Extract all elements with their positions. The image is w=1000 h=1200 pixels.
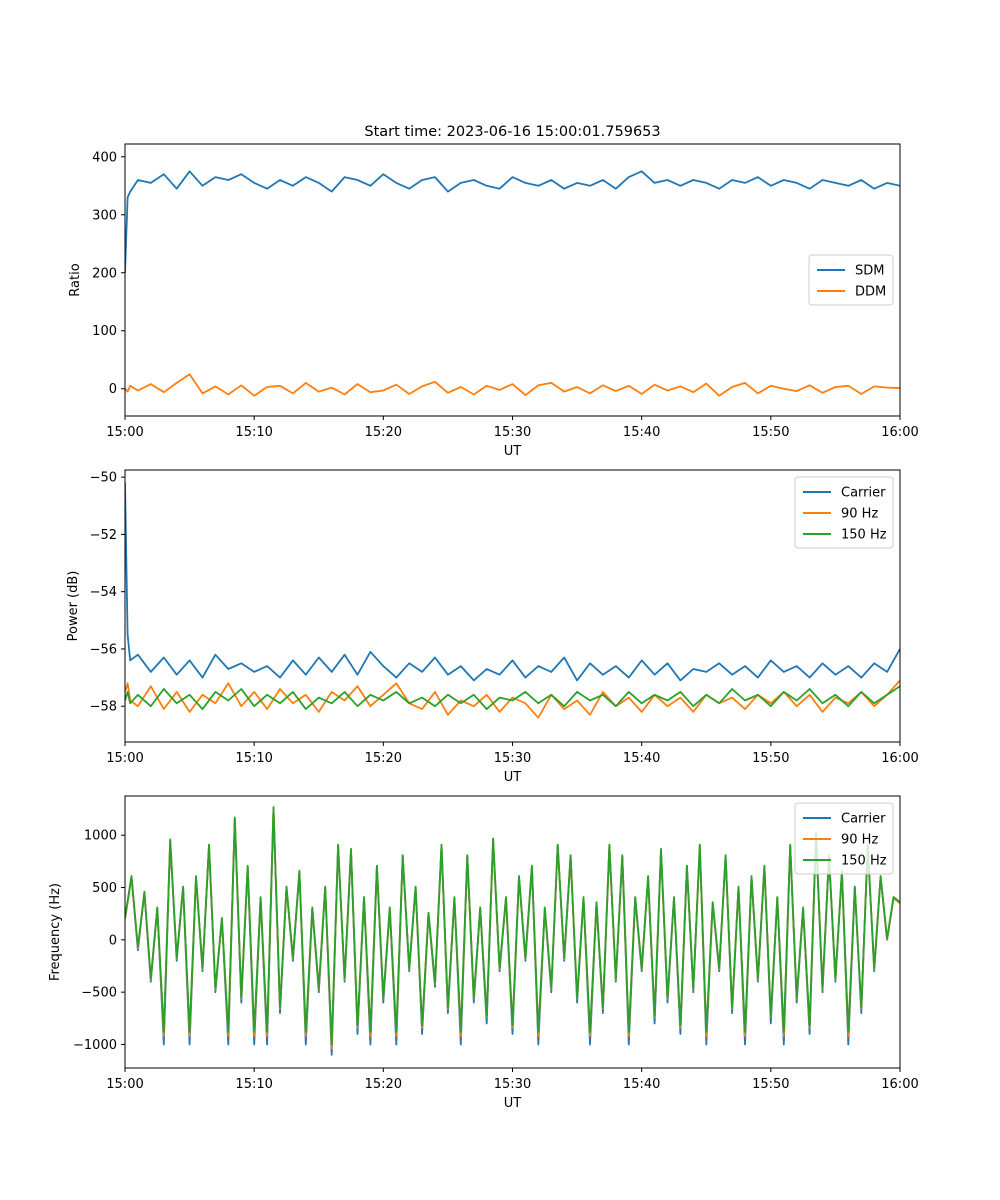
series-group	[125, 806, 900, 1056]
series-line-ddm	[125, 373, 900, 397]
panel-1: 15:00 15:10 15:20 15:30 15:40 15:50 16:00 400 30…	[68, 143, 919, 459]
x-tick-label: 15:00	[106, 425, 143, 440]
x-tick-label: 15:10	[235, 751, 272, 766]
y-tick-label: −1000	[73, 1038, 117, 1053]
x-axis-label: UT	[504, 1096, 522, 1111]
legend-label: SDM	[855, 264, 884, 279]
x-tick-label: 15:50	[752, 425, 789, 440]
legend-label: Carrier	[841, 812, 886, 827]
panel-3: 15:00 15:10 15:20 15:30 15:40 15:50 16:00 1000 5…	[48, 795, 919, 1111]
legend: SDM DDM	[808, 254, 894, 306]
legend-box	[794, 476, 894, 549]
panels: 15:00 15:10 15:20 15:30 15:40 15:50 16:00 400 30…	[48, 143, 919, 1111]
x-axis-label: UT	[504, 770, 522, 785]
x-tick-label: 16:00	[881, 751, 918, 766]
legend: Carrier 90 Hz 150 Hz	[794, 802, 894, 875]
x-tick-label: 15:10	[235, 1077, 272, 1092]
series-line-90-hz	[125, 807, 900, 1050]
x-tick-label: 15:40	[623, 425, 660, 440]
legend-label: 90 Hz	[841, 507, 878, 522]
y-tick-label: 300	[92, 208, 117, 223]
x-tick-label: 15:30	[494, 1077, 531, 1092]
legend: Carrier 90 Hz 150 Hz	[794, 476, 894, 549]
x-tick-label: 15:00	[106, 1077, 143, 1092]
series-group	[125, 170, 900, 397]
x-tick-label: 15:20	[365, 751, 402, 766]
x-tick-label: 15:20	[365, 425, 402, 440]
series-line-carrier	[125, 808, 900, 1056]
series-line-sdm	[125, 170, 900, 273]
y-tick-label: 500	[92, 881, 117, 896]
x-axis-label: UT	[504, 444, 522, 459]
legend-box	[808, 254, 894, 306]
y-tick-label: −52	[90, 528, 117, 543]
legend-label: 150 Hz	[841, 528, 887, 543]
x-tick-label: 15:20	[365, 1077, 402, 1092]
legend-box	[794, 802, 894, 875]
y-axis-label: Power (dB)	[66, 571, 81, 642]
series-group	[125, 482, 900, 719]
y-tick-label: −56	[90, 642, 117, 657]
y-tick-label: −58	[90, 700, 117, 715]
x-tick-label: 16:00	[881, 1077, 918, 1092]
series-line-150-hz	[125, 685, 900, 710]
series-line-90-hz	[125, 679, 900, 719]
x-tick-label: 15:40	[623, 1077, 660, 1092]
x-tick-label: 15:40	[623, 751, 660, 766]
x-tick-label: 15:30	[494, 425, 531, 440]
y-tick-label: 0	[109, 933, 117, 948]
y-tick-label: −50	[90, 471, 117, 486]
series-line-carrier	[125, 482, 900, 682]
y-tick-label: −54	[90, 585, 117, 600]
legend-label: 150 Hz	[841, 854, 887, 869]
x-tick-label: 15:50	[752, 751, 789, 766]
figure-title: Start time: 2023-06-16 15:00:01.759653	[364, 124, 660, 140]
x-tick-label: 15:00	[106, 751, 143, 766]
legend-label: DDM	[855, 285, 886, 300]
y-axis-label: Ratio	[68, 263, 83, 296]
legend-label: Carrier	[841, 486, 886, 501]
y-tick-label: 0	[109, 382, 117, 397]
y-tick-label: −500	[81, 986, 117, 1001]
y-tick-label: 400	[92, 150, 117, 165]
y-tick-label: 200	[92, 266, 117, 281]
legend-label: 90 Hz	[841, 833, 878, 848]
x-tick-label: 15:30	[494, 751, 531, 766]
y-tick-label: 100	[92, 324, 117, 339]
y-tick-label: 1000	[84, 829, 117, 844]
y-axis-label: Frequency (Hz)	[48, 883, 63, 981]
series-line-150-hz	[125, 806, 900, 1046]
x-tick-label: 15:50	[752, 1077, 789, 1092]
panel-2: 15:00 15:10 15:20 15:30 15:40 15:50 16:00 −50 −5…	[66, 469, 919, 785]
x-tick-label: 15:10	[235, 425, 272, 440]
x-tick-label: 16:00	[881, 425, 918, 440]
